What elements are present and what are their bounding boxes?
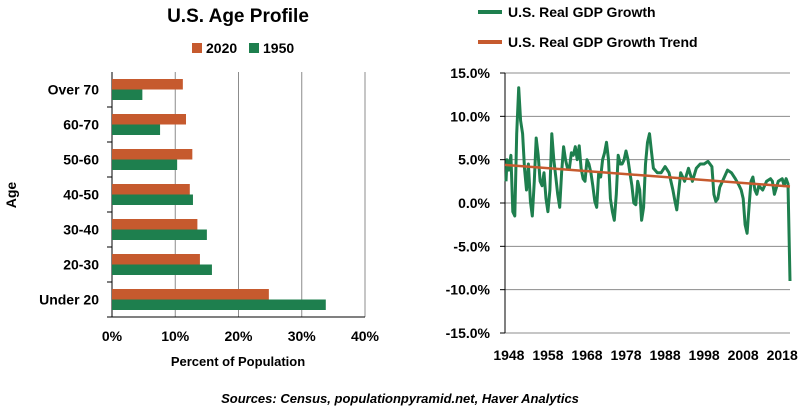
y-tick-label: -10.0% bbox=[446, 282, 491, 298]
bar-2020 bbox=[112, 219, 198, 230]
category-label: 40-50 bbox=[63, 187, 99, 203]
x-tick-label: 1988 bbox=[649, 347, 680, 363]
y-tick-label: -15.0% bbox=[446, 325, 491, 341]
x-tick-label: 40% bbox=[351, 328, 380, 344]
bar-2020 bbox=[112, 254, 200, 265]
x-tick-label: 0% bbox=[102, 328, 123, 344]
x-tick-label: 30% bbox=[288, 328, 317, 344]
bar-1950 bbox=[112, 229, 207, 240]
gdp-trend-line bbox=[504, 163, 791, 188]
legend-label-2020: 2020 bbox=[206, 40, 237, 56]
x-tick-label: 10% bbox=[161, 328, 190, 344]
category-label: Under 20 bbox=[39, 292, 99, 308]
y-tick-label: 0.0% bbox=[458, 195, 490, 211]
category-label: Over 70 bbox=[48, 82, 100, 98]
y-tick-label: 5.0% bbox=[458, 152, 490, 168]
bar-1950 bbox=[112, 124, 161, 135]
category-label: 50-60 bbox=[63, 152, 99, 168]
bar-2020 bbox=[112, 79, 183, 90]
x-tick-label: 1968 bbox=[571, 347, 602, 363]
age-profile-chart: U.S. Age Profile 2020 1950 0% 10% 20% 30% 40% Ov… bbox=[3, 6, 380, 369]
y-tick-label: -5.0% bbox=[453, 238, 490, 254]
bar-1950 bbox=[112, 159, 178, 170]
category-label: 60-70 bbox=[63, 117, 99, 133]
x-tick-label: 2018 bbox=[767, 347, 798, 363]
category-label: 30-40 bbox=[63, 222, 99, 238]
legend-label-gdp-trend: U.S. Real GDP Growth Trend bbox=[508, 34, 698, 50]
y-tick-label: 15.0% bbox=[450, 65, 490, 81]
x-tick-label: 1958 bbox=[532, 347, 563, 363]
x-tick-label: 20% bbox=[224, 328, 253, 344]
sources-note: Sources: Census, populationpyramid.net, … bbox=[221, 391, 579, 406]
bar-2020 bbox=[112, 289, 269, 300]
bar-1950 bbox=[112, 264, 212, 275]
y-axis-title: Age bbox=[3, 182, 19, 209]
bar-2020 bbox=[112, 114, 187, 125]
bar-1950 bbox=[112, 89, 143, 100]
category-label: 20-30 bbox=[63, 257, 99, 273]
gdp-growth-chart: U.S. Real GDP Growth U.S. Real GDP Growth… bbox=[446, 4, 798, 363]
legend-label-1950: 1950 bbox=[263, 40, 294, 56]
x-axis-title: Percent of Population bbox=[171, 354, 305, 369]
legend-label-gdp-growth: U.S. Real GDP Growth bbox=[508, 4, 656, 20]
bar-2020 bbox=[112, 184, 190, 195]
y-tick-label: 10.0% bbox=[450, 108, 490, 124]
bar-1950 bbox=[112, 194, 193, 205]
x-tick-label: 1998 bbox=[689, 347, 720, 363]
legend-swatch-1950 bbox=[249, 43, 259, 53]
legend-swatch-2020 bbox=[192, 43, 202, 53]
chart-title: U.S. Age Profile bbox=[167, 6, 309, 27]
gdp-growth-line bbox=[504, 86, 792, 282]
x-tick-label: 1978 bbox=[610, 347, 641, 363]
bar-2020 bbox=[112, 149, 193, 160]
x-tick-label: 2008 bbox=[728, 347, 759, 363]
x-tick-label: 1948 bbox=[493, 347, 524, 363]
bar-1950 bbox=[112, 299, 326, 310]
